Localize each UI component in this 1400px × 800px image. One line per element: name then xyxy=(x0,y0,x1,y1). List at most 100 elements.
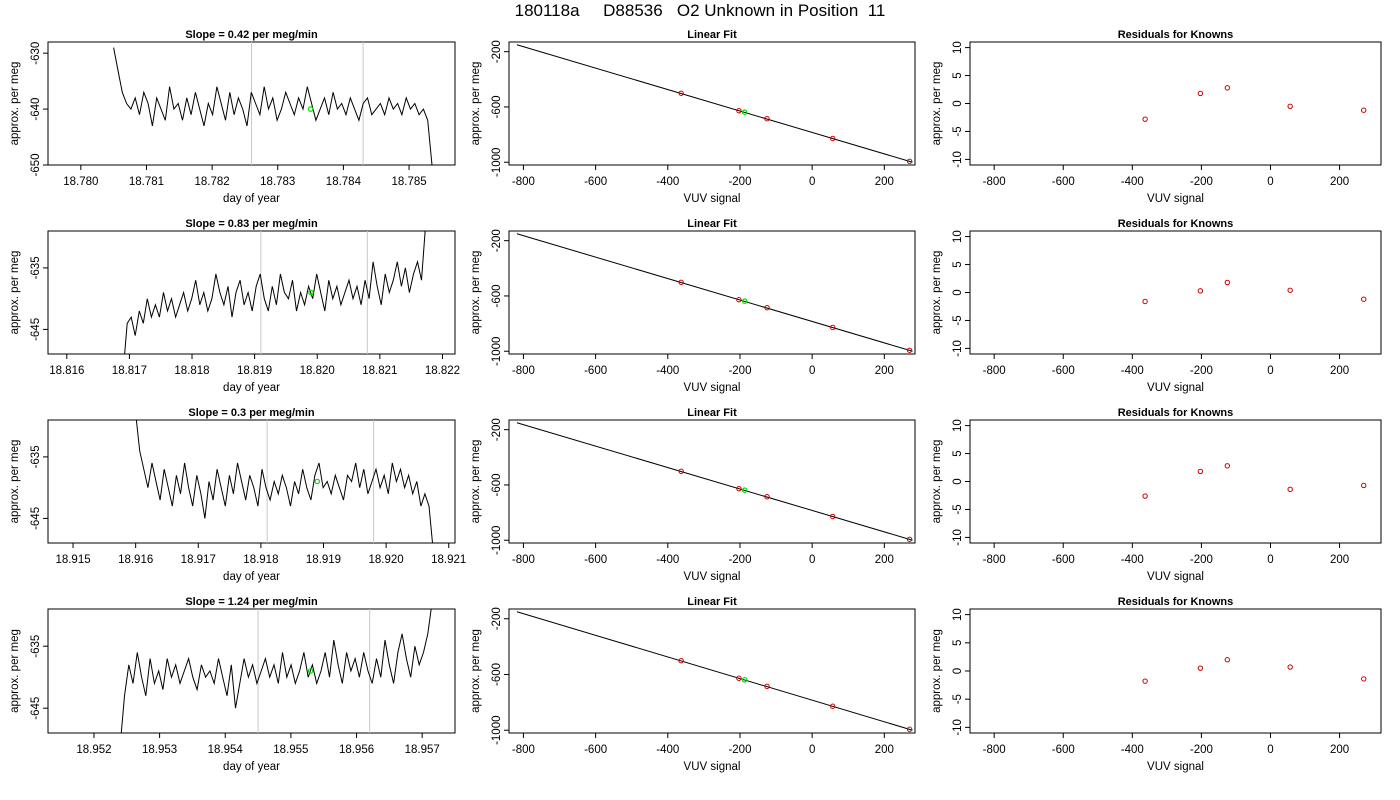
x-axis-label: VUV signal xyxy=(1147,382,1204,394)
y-tick-label: 10 xyxy=(952,419,964,432)
y-tick-label: -200 xyxy=(491,229,503,252)
x-tick-label: 18.917 xyxy=(181,554,216,566)
x-axis-label: VUV signal xyxy=(1147,193,1204,205)
y-tick-label: -5 xyxy=(952,315,964,325)
known-point xyxy=(736,296,742,303)
y-axis-label: approx. per meg xyxy=(931,440,943,524)
y-axis-label: approx. per meg xyxy=(931,62,943,146)
x-tick-label: 18.953 xyxy=(142,744,177,756)
y-tick-label: -10 xyxy=(952,340,964,357)
fit-line xyxy=(516,422,913,541)
chart-title: Slope = 0.83 per meg/min xyxy=(185,218,318,230)
x-tick-label: 200 xyxy=(1330,744,1349,756)
y-axis-label: approx. per meg xyxy=(470,440,482,524)
fit-line xyxy=(516,611,913,731)
plot-frame xyxy=(969,419,1382,544)
x-tick-label: -400 xyxy=(656,365,679,377)
chart-title: Slope = 0.42 per meg/min xyxy=(185,29,318,41)
known-point xyxy=(736,675,742,681)
x-tick-label: 18.956 xyxy=(339,744,374,756)
signal-trace-line xyxy=(113,47,433,165)
known-point xyxy=(830,324,836,331)
x-tick-label: -600 xyxy=(584,554,607,566)
y-tick-label: -5 xyxy=(952,694,964,704)
x-tick-label: 0 xyxy=(1267,744,1273,756)
x-tick-label: -800 xyxy=(512,176,535,188)
x-tick-label: -200 xyxy=(728,744,751,756)
x-tick-label: 200 xyxy=(875,365,894,377)
x-tick-label: 0 xyxy=(1267,554,1273,566)
x-tick-label: -400 xyxy=(656,744,679,756)
fit-chart-row-2: Linear Fit -800 -600 -400 -200 0 200 -1000 -600 -… xyxy=(470,218,916,394)
fit-chart-row-3: Linear Fit -800 -600 -400 -200 0 200 -1000 -600 -… xyxy=(470,407,916,583)
y-tick-label: -650 xyxy=(30,153,42,176)
x-tick-label: -800 xyxy=(983,176,1006,188)
x-tick-label: 18.817 xyxy=(112,365,147,377)
x-tick-label: 200 xyxy=(875,554,894,566)
x-tick-label: 18.954 xyxy=(208,744,244,756)
x-tick-label: 18.952 xyxy=(76,744,111,756)
fit-line xyxy=(516,44,913,163)
y-tick-label: -1000 xyxy=(491,716,503,745)
x-tick-label: -200 xyxy=(728,176,751,188)
plot-area xyxy=(516,611,913,732)
x-tick-label: 18.955 xyxy=(273,744,308,756)
known-point xyxy=(764,494,770,500)
y-axis-label: approx. per meg xyxy=(9,440,21,524)
y-tick-label: -200 xyxy=(491,418,503,441)
y-tick-label: -600 xyxy=(491,473,503,496)
y-tick-label: -1000 xyxy=(491,337,503,366)
x-tick-label: -800 xyxy=(512,365,535,377)
known-point xyxy=(678,468,684,474)
x-axis-label: VUV signal xyxy=(684,382,741,394)
chart-title: Linear Fit xyxy=(687,407,737,419)
unknown-point xyxy=(741,298,748,305)
page-title: 180118a D88536 O2 Unknown in Position 11 xyxy=(514,1,886,20)
residual-point xyxy=(1224,657,1231,663)
x-tick-label: 18.915 xyxy=(55,554,90,566)
x-tick-label: -400 xyxy=(656,554,679,566)
y-tick-label: -645 xyxy=(30,318,42,341)
plot-frame xyxy=(969,41,1382,166)
plot-area xyxy=(124,231,426,354)
plot-frame xyxy=(508,419,916,544)
y-tick-label: -640 xyxy=(30,98,42,121)
y-axis-label: approx. per meg xyxy=(470,251,482,335)
fit-line xyxy=(516,233,913,352)
x-tick-label: -600 xyxy=(584,744,607,756)
y-tick-label: -645 xyxy=(30,507,42,530)
known-point xyxy=(830,135,836,142)
residual-point xyxy=(1197,90,1204,97)
x-tick-label: -600 xyxy=(1052,176,1075,188)
residual-point xyxy=(1142,298,1148,305)
plot-area xyxy=(1142,85,1367,122)
x-tick-label: 0 xyxy=(1267,176,1273,188)
y-tick-label: -635 xyxy=(30,256,42,279)
x-tick-label: -200 xyxy=(728,365,751,377)
y-tick-label: -10 xyxy=(952,719,964,736)
x-tick-label: -400 xyxy=(1121,176,1144,188)
x-tick-label: 18.957 xyxy=(405,744,440,756)
residual-point xyxy=(1361,482,1367,489)
x-tick-label: -800 xyxy=(512,744,535,756)
x-axis-label: day of year xyxy=(223,761,280,773)
residual-point xyxy=(1142,493,1148,499)
y-tick-label: 5 xyxy=(952,640,964,646)
x-axis-label: VUV signal xyxy=(1147,761,1204,773)
x-tick-label: 200 xyxy=(875,744,894,756)
chart-title: Residuals for Knowns xyxy=(1118,596,1234,608)
plot-area xyxy=(516,44,913,164)
y-tick-label: 0 xyxy=(952,100,964,106)
y-axis-label: approx. per meg xyxy=(9,251,21,335)
residual-point xyxy=(1287,664,1293,670)
known-point xyxy=(736,107,742,114)
plot-frame xyxy=(508,41,916,166)
y-tick-label: 0 xyxy=(952,478,964,484)
plot-area xyxy=(516,422,913,542)
unknown-point xyxy=(741,487,748,494)
chart-title: Linear Fit xyxy=(687,29,737,41)
residual-point xyxy=(1197,468,1204,475)
x-tick-label: -200 xyxy=(1190,554,1213,566)
chart-title: Residuals for Knowns xyxy=(1118,29,1234,41)
x-axis-label: day of year xyxy=(223,193,280,205)
